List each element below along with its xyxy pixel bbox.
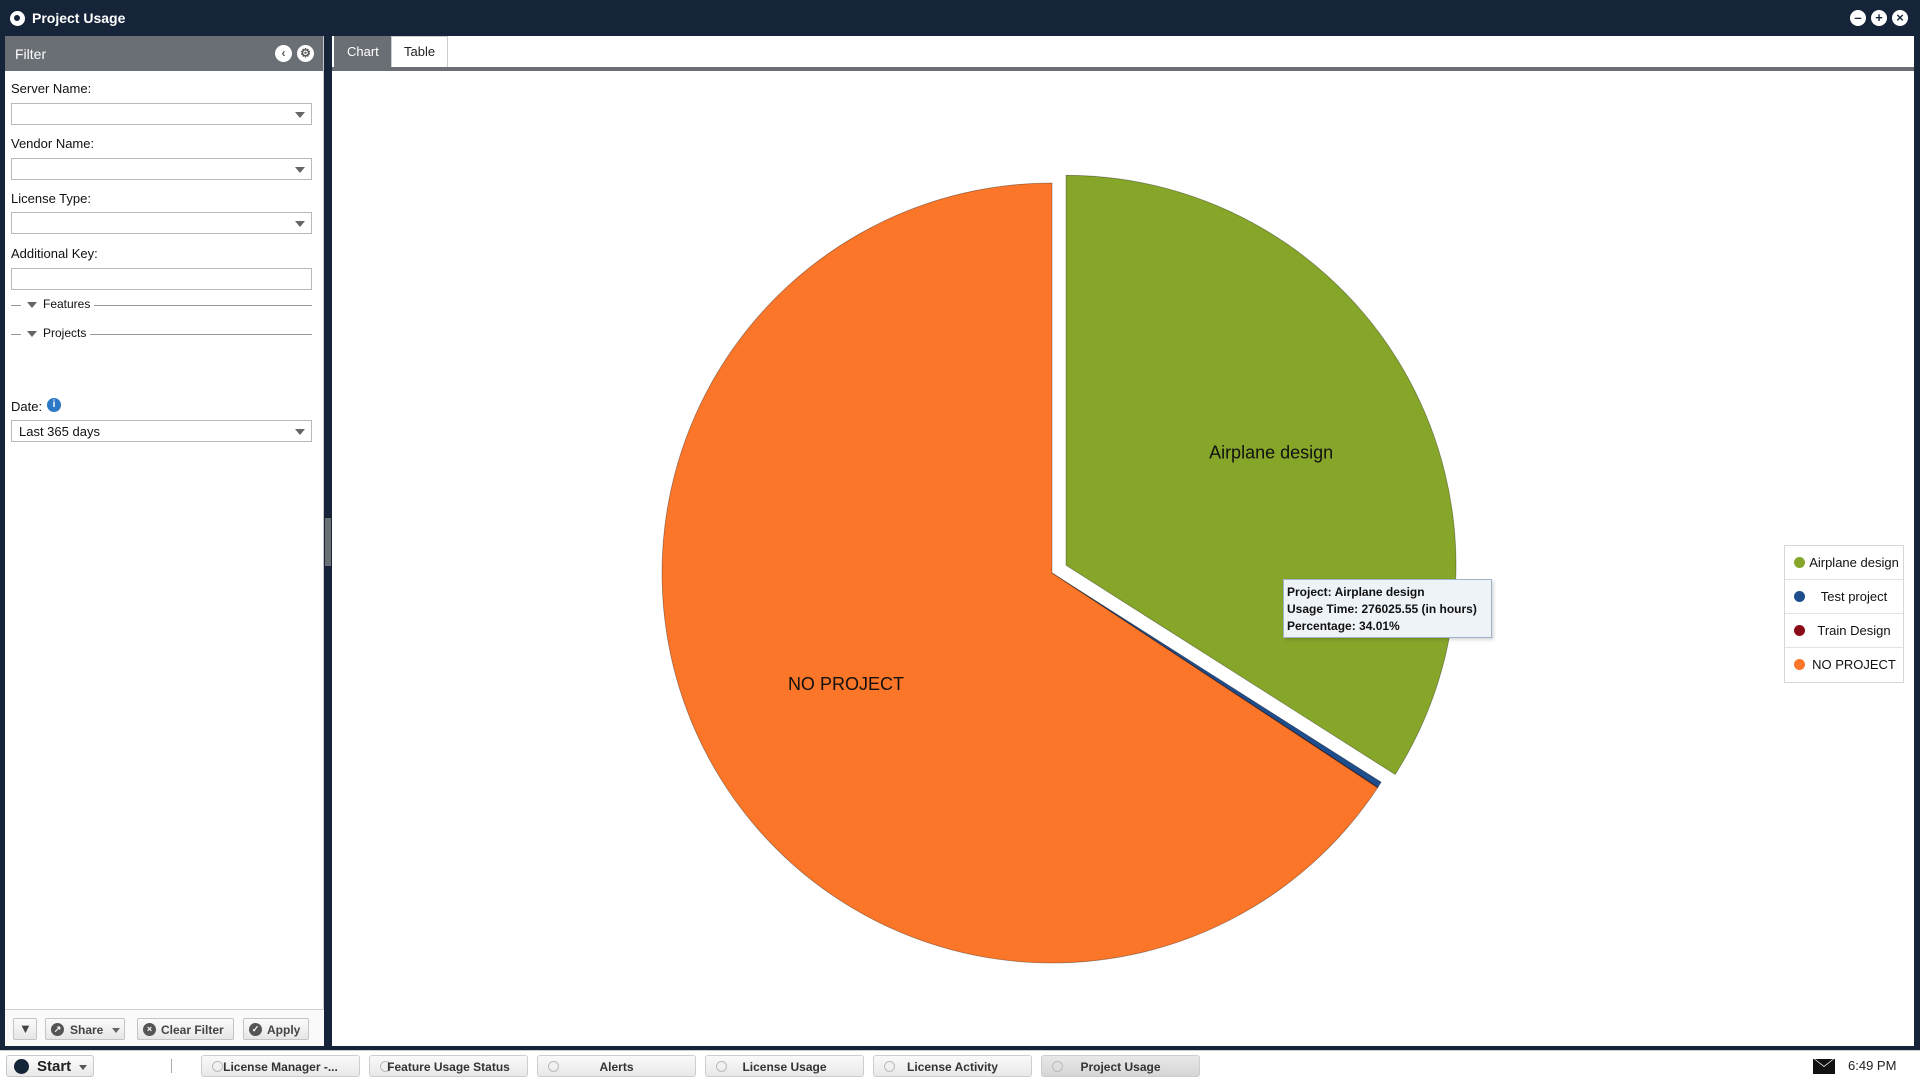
additional-key-label: Additional Key: — [11, 246, 98, 261]
tooltip-usage-time: Usage Time: 276025.55 (in hours) — [1287, 602, 1477, 616]
chart-tooltip: Project: Airplane design Usage Time: 276… — [1283, 579, 1492, 638]
gear-icon[interactable]: ⚙ — [297, 45, 314, 62]
features-section[interactable]: Features — [11, 297, 312, 313]
panel-splitter[interactable] — [324, 36, 332, 1046]
clear-filter-button[interactable]: × Clear Filter — [137, 1018, 234, 1040]
main-content: Chart Table Airplane design NO PROJECT Pr… — [332, 36, 1914, 1072]
vendor-name-select[interactable] — [11, 158, 312, 180]
server-name-label: Server Name: — [11, 81, 92, 96]
info-icon[interactable]: i — [47, 398, 61, 412]
license-type-label: License Type: — [11, 191, 91, 206]
taskbar: Start License Manager -... Feature Usage… — [0, 1050, 1920, 1080]
filter-title: Filter — [15, 46, 47, 62]
pie-label-no-project: NO PROJECT — [788, 674, 904, 694]
tab-table[interactable]: Table — [391, 36, 449, 67]
legend-item[interactable]: Test project — [1785, 580, 1903, 614]
tab-bar: Chart Table — [332, 36, 1914, 71]
chevron-down-icon — [295, 167, 305, 173]
legend-swatch — [1794, 591, 1805, 602]
filter-panel: Filter ‹ ⚙ Server Name: Vendor Name: Lic… — [5, 36, 324, 1046]
share-button[interactable]: ↗ Share — [45, 1018, 125, 1040]
taskbar-item-license-activity[interactable]: License Activity — [873, 1055, 1032, 1077]
legend-item[interactable]: Airplane design — [1785, 546, 1903, 580]
taskbar-item-license-manager[interactable]: License Manager -... — [201, 1055, 360, 1077]
expand-icon — [27, 331, 37, 337]
mail-icon[interactable] — [1813, 1059, 1835, 1074]
taskbar-item-project-usage[interactable]: Project Usage — [1041, 1055, 1200, 1077]
projects-section[interactable]: Projects — [11, 326, 312, 342]
start-button[interactable]: Start — [6, 1055, 94, 1077]
share-icon: ↗ — [51, 1023, 64, 1036]
window-titlebar: Project Usage – + × — [0, 0, 1920, 36]
clock: 6:49 PM — [1848, 1058, 1897, 1073]
chevron-down-icon — [295, 112, 305, 118]
pie-label-airplane-design: Airplane design — [1209, 443, 1333, 463]
legend-item[interactable]: NO PROJECT — [1785, 648, 1903, 682]
splitter-handle[interactable] — [325, 518, 331, 566]
legend-swatch — [1794, 625, 1805, 636]
date-label: Date: — [11, 399, 43, 414]
server-name-select[interactable] — [11, 103, 312, 125]
tab-chart[interactable]: Chart — [334, 36, 392, 67]
window-title: Project Usage — [32, 10, 126, 26]
check-icon: ✓ — [249, 1023, 262, 1036]
chart-area: Airplane design NO PROJECT Project: Airpl… — [332, 71, 1914, 1072]
pie-slice-no-project[interactable] — [661, 182, 1379, 964]
minimize-icon[interactable]: – — [1850, 10, 1866, 26]
date-select[interactable]: Last 365 days — [11, 420, 312, 442]
filter-footer: ▼ ↗ Share × Clear Filter ✓ Apply — [5, 1009, 324, 1046]
pie-slice-test-project[interactable] — [1051, 572, 1382, 788]
taskbar-item-license-usage[interactable]: License Usage — [705, 1055, 864, 1077]
pie-chart: Airplane design NO PROJECT — [661, 174, 1457, 964]
filter-header: Filter ‹ ⚙ — [5, 36, 323, 71]
app-logo-icon — [10, 11, 25, 26]
taskbar-item-alerts[interactable]: Alerts — [537, 1055, 696, 1077]
taskbar-item-feature-usage-status[interactable]: Feature Usage Status — [369, 1055, 528, 1077]
filter-toggle-button[interactable]: ▼ — [13, 1018, 37, 1040]
legend-item[interactable]: Train Design — [1785, 614, 1903, 648]
tooltip-percentage: Percentage: 34.01% — [1287, 619, 1400, 633]
chevron-down-icon — [112, 1028, 120, 1033]
legend-swatch — [1794, 557, 1805, 568]
funnel-icon: ▼ — [19, 1021, 32, 1036]
legend-swatch — [1794, 659, 1805, 670]
clear-icon: × — [143, 1023, 156, 1036]
chart-legend: Airplane design Test project Train Desig… — [1784, 545, 1904, 683]
additional-key-input[interactable] — [11, 268, 312, 290]
vendor-name-label: Vendor Name: — [11, 136, 95, 151]
maximize-icon[interactable]: + — [1871, 10, 1887, 26]
close-icon[interactable]: × — [1892, 10, 1908, 26]
apply-button[interactable]: ✓ Apply — [243, 1018, 309, 1040]
chevron-down-icon — [79, 1065, 87, 1070]
chevron-down-icon — [295, 429, 305, 435]
projects-section-label: Projects — [43, 326, 91, 340]
expand-icon — [27, 302, 37, 308]
start-logo-icon — [14, 1059, 29, 1074]
features-section-label: Features — [43, 297, 95, 311]
chevron-down-icon — [295, 221, 305, 227]
license-type-select[interactable] — [11, 212, 312, 234]
collapse-panel-icon[interactable]: ‹ — [275, 45, 292, 62]
tooltip-project: Project: Airplane design — [1287, 585, 1425, 599]
